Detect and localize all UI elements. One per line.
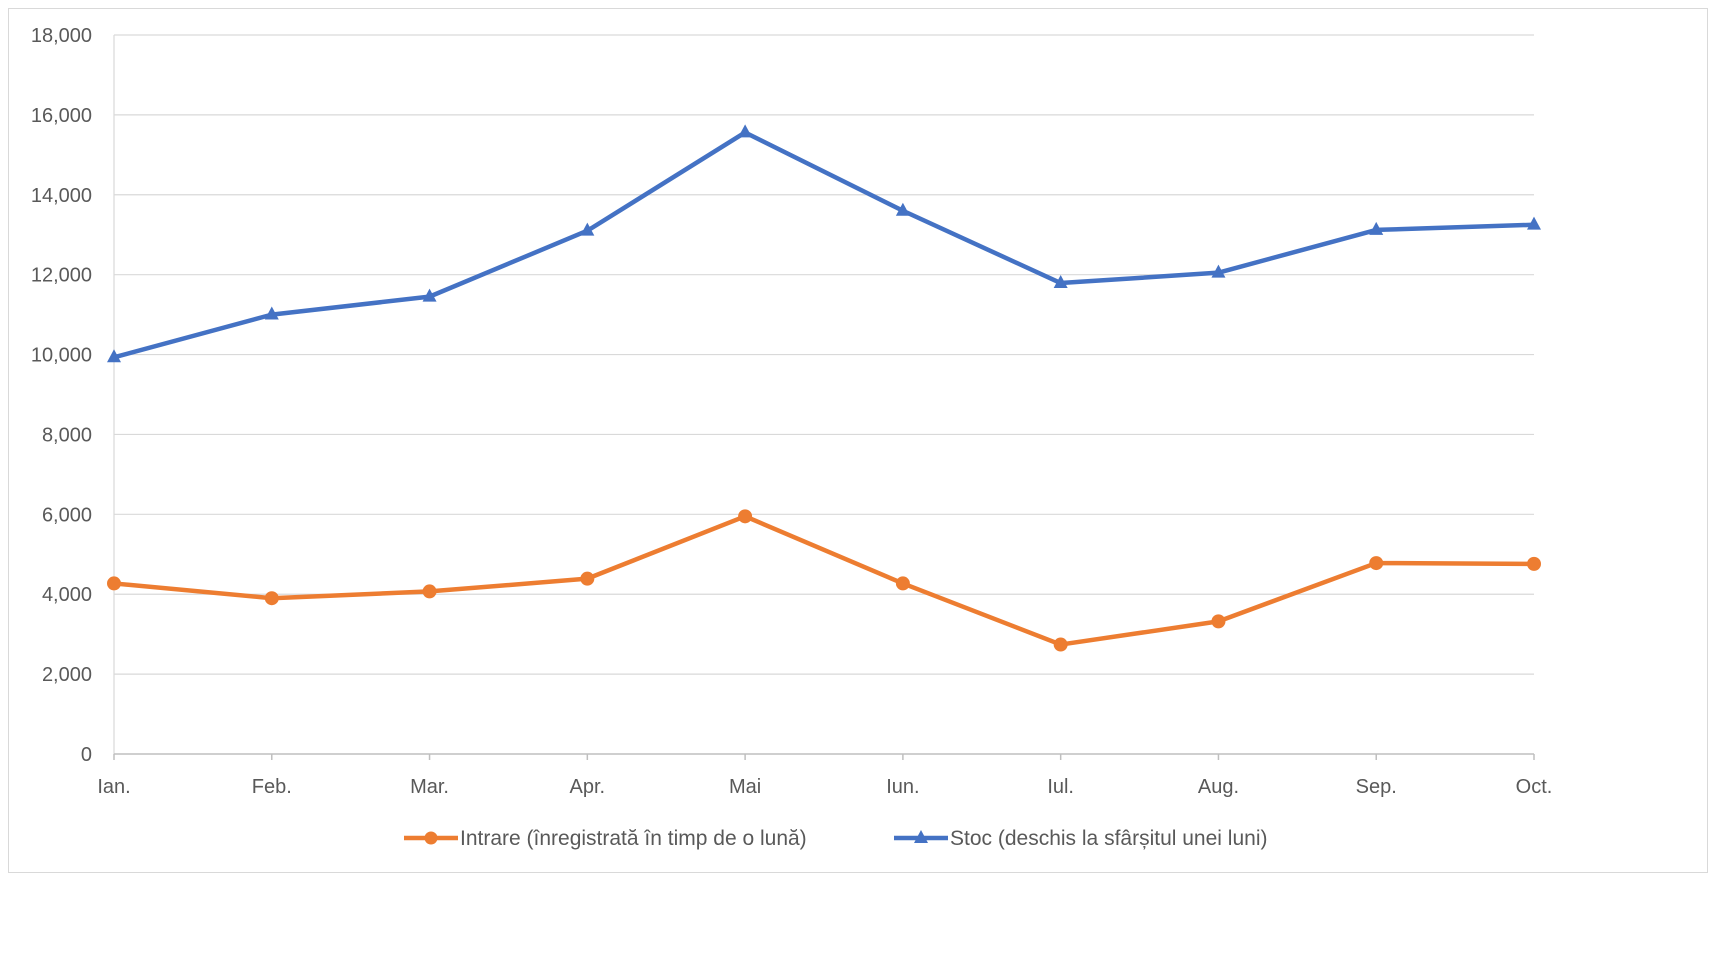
data-point (107, 576, 121, 591)
y-tick-label: 8,000 (42, 424, 92, 446)
x-tick-label: Aug. (1198, 776, 1239, 798)
data-point (264, 591, 279, 606)
x-tick-label: Ian. (97, 776, 130, 798)
data-point (895, 202, 910, 216)
data-point (895, 576, 910, 591)
x-tick-label: Mai (729, 776, 761, 798)
y-tick-label: 2,000 (42, 664, 92, 686)
data-point (738, 124, 753, 138)
axes: 0 2,000 4,000 6,000 8,000 10,000 12,000 14,000 1… (31, 25, 1553, 798)
y-tick-label: 6,000 (42, 504, 92, 526)
y-tick-label: 0 (81, 744, 92, 766)
data-point (738, 509, 753, 524)
data-point (1369, 221, 1384, 235)
y-tick-label: 10,000 (31, 345, 92, 367)
data-point (580, 222, 595, 236)
data-point (422, 584, 437, 599)
data-point (1053, 274, 1068, 288)
legend-entry-2: Stoc (deschis la sfârșitul unei luni) (894, 827, 1267, 850)
legend-marker (424, 831, 438, 845)
series-1 (107, 509, 1541, 652)
legend-label: Intrare (înregistrată în timp de o lună) (460, 827, 807, 850)
series-line (113, 130, 1535, 360)
legend-label: Stoc (deschis la sfârșitul unei luni) (950, 827, 1267, 850)
legend-marker (914, 830, 928, 843)
series-2 (107, 124, 1541, 363)
y-tick-label: 16,000 (31, 105, 92, 127)
series-line (113, 514, 1535, 647)
x-tick-label: Sep. (1356, 776, 1397, 798)
legend-entry-1: Intrare (înregistrată în timp de o lună) (404, 827, 807, 850)
x-tick-label: Iul. (1047, 776, 1074, 798)
series-layer (107, 124, 1541, 652)
legend: Intrare (înregistrată în timp de o lună)… (404, 827, 1267, 850)
data-point (264, 306, 279, 320)
data-point (1369, 556, 1384, 571)
data-point (422, 288, 437, 302)
data-point (107, 349, 121, 363)
data-point (1211, 614, 1226, 629)
x-tick-label: Feb. (252, 776, 292, 798)
data-point (1053, 637, 1068, 652)
y-tick-label: 4,000 (42, 584, 92, 606)
x-tick-label: Apr. (570, 776, 606, 798)
data-point (1527, 216, 1541, 230)
data-point (1211, 264, 1226, 278)
gridlines (114, 34, 1534, 675)
x-tick-label: Iun. (886, 776, 919, 798)
data-point (1527, 556, 1541, 571)
y-tick-label: 12,000 (31, 265, 92, 287)
x-tick-label: Oct. (1516, 776, 1553, 798)
y-tick-label: 14,000 (31, 185, 92, 207)
chart-frame (8, 8, 1708, 873)
data-point (580, 571, 595, 586)
y-tick-label: 18,000 (31, 25, 92, 47)
x-tick-label: Mar. (410, 776, 449, 798)
